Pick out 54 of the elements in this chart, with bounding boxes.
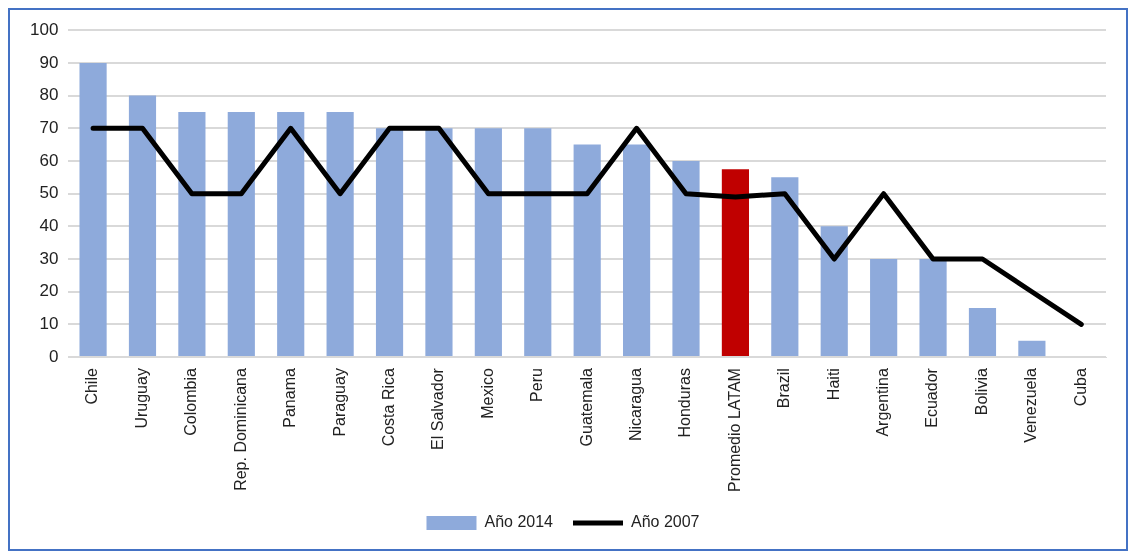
y-tick-label: 50 <box>39 183 59 203</box>
y-tick-label: 20 <box>39 281 59 301</box>
x-tick-label: Venezuela <box>1022 368 1040 443</box>
x-tick-label: Nicaragua <box>627 368 644 442</box>
x-tick-label: Ecuador <box>923 367 941 428</box>
bar <box>474 128 502 357</box>
bar <box>623 144 651 357</box>
bar <box>425 128 453 357</box>
bar <box>375 128 404 357</box>
bar <box>919 259 947 357</box>
y-tick-label: 40 <box>39 216 59 236</box>
x-tick-label: Guatemala <box>577 368 595 447</box>
bar <box>968 308 997 357</box>
bar <box>128 95 157 357</box>
bar <box>524 128 552 357</box>
bar <box>870 259 898 357</box>
x-tick-label: Mexico <box>478 368 496 419</box>
x-tick-label: Promedio LATAM <box>725 368 743 492</box>
y-tick-label: 70 <box>39 117 59 137</box>
x-tick-label: Bolivia <box>972 368 990 416</box>
bar <box>326 111 354 357</box>
y-tick-label: 80 <box>39 85 59 105</box>
bar <box>721 169 749 357</box>
y-tick-label: 0 <box>48 346 59 366</box>
x-tick-label: Panama <box>281 368 299 428</box>
bar <box>1018 340 1046 357</box>
x-tick-label: Argentina <box>874 368 892 437</box>
bar <box>227 111 255 357</box>
x-tick-label: Colombia <box>182 368 200 436</box>
y-tick-label: 90 <box>39 52 59 72</box>
x-tick-label: Rep. Dominicana <box>231 368 249 491</box>
y-tick-label: 30 <box>39 248 59 268</box>
x-tick-label: Haiti <box>824 368 842 401</box>
x-tick-label: Costa Rica <box>379 368 397 447</box>
bar <box>573 144 601 357</box>
bar <box>178 111 206 357</box>
x-tick-label: Peru <box>528 368 546 402</box>
x-tick-label: Chile <box>83 368 101 405</box>
x-tick-label: Uruguay <box>132 368 150 429</box>
x-tick-label: Honduras <box>676 368 694 438</box>
y-tick-label: 10 <box>39 314 59 334</box>
x-tick-label: Brazil <box>775 368 793 409</box>
bar <box>277 111 305 357</box>
bar <box>79 62 107 357</box>
bar <box>771 177 799 357</box>
x-tick-label: El Salvador <box>429 367 447 450</box>
bar <box>672 160 700 357</box>
legend-label: Año 2007 <box>631 513 700 531</box>
x-tick-label: Paraguay <box>330 368 348 437</box>
x-tick-label: Cuba <box>1071 368 1089 407</box>
y-tick-label: 100 <box>29 19 59 39</box>
bar <box>820 226 848 357</box>
y-tick-label: 60 <box>39 150 59 170</box>
legend-label: Año 2014 <box>484 513 554 531</box>
